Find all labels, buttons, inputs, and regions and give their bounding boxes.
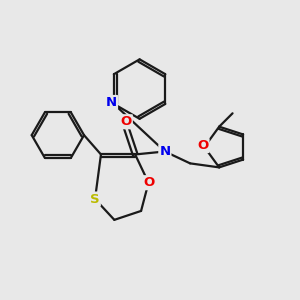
Text: O: O: [143, 176, 154, 189]
Text: O: O: [121, 115, 132, 128]
Text: O: O: [197, 139, 208, 152]
Text: S: S: [90, 193, 100, 206]
Text: N: N: [159, 145, 170, 158]
Text: N: N: [106, 96, 117, 109]
